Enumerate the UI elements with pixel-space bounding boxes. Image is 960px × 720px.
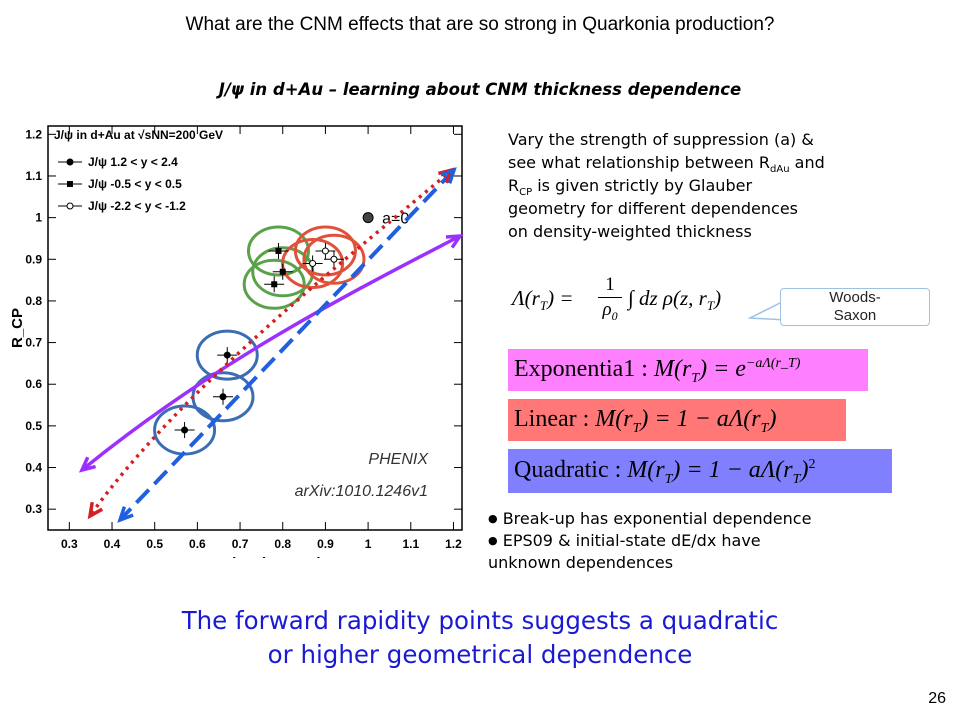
- legend-label: J/ψ -0.5 < y < 0.5: [88, 177, 182, 191]
- page-number: 26: [928, 690, 946, 707]
- x-tick-label: 0.4: [104, 537, 121, 551]
- y-tick-label: 0.4: [25, 461, 42, 475]
- legend-marker: [67, 181, 73, 187]
- y-tick-label: 1: [35, 211, 42, 225]
- x-tick-label: 0.8: [274, 537, 291, 551]
- arrowhead-linear-low: [87, 501, 104, 520]
- uncertainty-ellipse: [195, 329, 259, 381]
- lambda-formula: Λ(rT) = 1 ρ0 ∫ dz ρ(z, rT): [512, 274, 722, 323]
- data-point: [279, 268, 286, 275]
- description-text: Vary the strength of suppression (a) & s…: [508, 128, 948, 243]
- chart-title: J/ψ in d+Au at √sNN=200 GeV: [54, 128, 223, 142]
- arxiv-label: arXiv:1010.1246v1: [295, 483, 428, 500]
- y-tick-label: 0.7: [25, 336, 42, 350]
- exponential-formula: Exponentia1 : M(rT) = e−aΛ(r_T): [508, 349, 868, 391]
- arrowhead-quadratic-low: [117, 506, 134, 523]
- data-point: [309, 259, 317, 267]
- bullet-item: ● EPS09 & initial-state dE/dx have: [488, 531, 761, 550]
- y-tick-label: 0.3: [25, 502, 42, 516]
- bullet-item: ● Break-up has exponential dependence: [488, 509, 812, 528]
- slide-title: What are the CNM effects that are so str…: [185, 14, 775, 35]
- rcp-vs-rdau-chart: 0.3 0.4 0.5 0.6 0.7 0.8 0.9 1 1.1 1.2 0.3 0.4 0.5 0.6…: [9, 125, 464, 558]
- x-tick-label: 1: [365, 537, 372, 551]
- y-tick-label: 0.5: [25, 419, 42, 433]
- data-point: [181, 426, 189, 434]
- legend-marker: [66, 158, 74, 166]
- quadratic-formula: Quadratic : M(rT) = 1 − aΛ(rT)2: [508, 449, 892, 493]
- arrowhead-exponential-low: [78, 456, 97, 473]
- slide-subtitle: J/ψ in d+Au – learning about CNM thickne…: [218, 80, 742, 99]
- bullet-item-continuation: unknown dependences: [488, 553, 674, 572]
- curve-exponential: [80, 234, 461, 472]
- uncertainty-ellipse: [242, 258, 306, 310]
- uncertainty-ellipse: [281, 237, 345, 289]
- y-tick-label: 0.6: [25, 377, 42, 391]
- curve-linear: [88, 168, 454, 518]
- phenix-label: PHENIX: [368, 451, 429, 468]
- data-point: [275, 247, 282, 254]
- legend-label: J/ψ 1.2 < y < 2.4: [88, 155, 178, 169]
- data-point: [219, 393, 227, 401]
- data-point: [271, 281, 278, 288]
- y-tick-label: 0.8: [25, 294, 42, 308]
- linear-formula: Linear : M(rT) = 1 − aΛ(rT): [508, 399, 846, 441]
- x-axis-label: R_dAu (0-100%): [208, 555, 322, 558]
- data-point: [330, 255, 338, 263]
- x-tick-label: 1.1: [402, 537, 419, 551]
- x-tick-label: 0.3: [61, 537, 78, 551]
- x-tick-label: 0.6: [189, 537, 206, 551]
- conclusion-text: The forward rapidity points suggests a q…: [181, 606, 779, 669]
- curve-quadratic: [118, 168, 456, 522]
- bullet-list: ● Break-up has exponential dependence ● …: [488, 508, 948, 574]
- x-tick-label: 1.2: [445, 537, 462, 551]
- legend-label: J/ψ -2.2 < y < -1.2: [88, 199, 186, 213]
- description-line-2: see what relationship between RdAu and: [508, 153, 825, 176]
- description-line-5: on density-weighted thickness: [508, 222, 752, 241]
- arrowhead-exponential-high: [445, 233, 464, 249]
- uncertainty-ellipse: [293, 225, 357, 277]
- x-tick-label: 0.7: [232, 537, 249, 551]
- description-line-3: RCP is given strictly by Glauber: [508, 176, 753, 199]
- y-tick-label: 0.9: [25, 252, 42, 266]
- uncertainty-ellipse: [246, 225, 310, 277]
- y-tick-label: 1.2: [25, 127, 42, 141]
- plot-frame: [47, 125, 463, 531]
- data-point: [223, 351, 231, 359]
- x-tick-label: 0.5: [146, 537, 163, 551]
- x-tick-label: 0.9: [317, 537, 334, 551]
- description-line-1: Vary the strength of suppression (a) &: [508, 130, 814, 149]
- y-tick-label: 1.1: [25, 169, 42, 183]
- data-point: [321, 247, 329, 255]
- description-line-4: geometry for different dependences: [508, 199, 799, 218]
- arrowhead-quadratic-high: [440, 167, 457, 184]
- woods-saxon-callout: Woods- Saxon: [780, 288, 930, 326]
- y-axis-label: R_CP: [9, 308, 26, 348]
- a0-point: [362, 212, 374, 224]
- uncertainty-ellipse: [302, 233, 366, 285]
- legend-marker: [66, 202, 74, 210]
